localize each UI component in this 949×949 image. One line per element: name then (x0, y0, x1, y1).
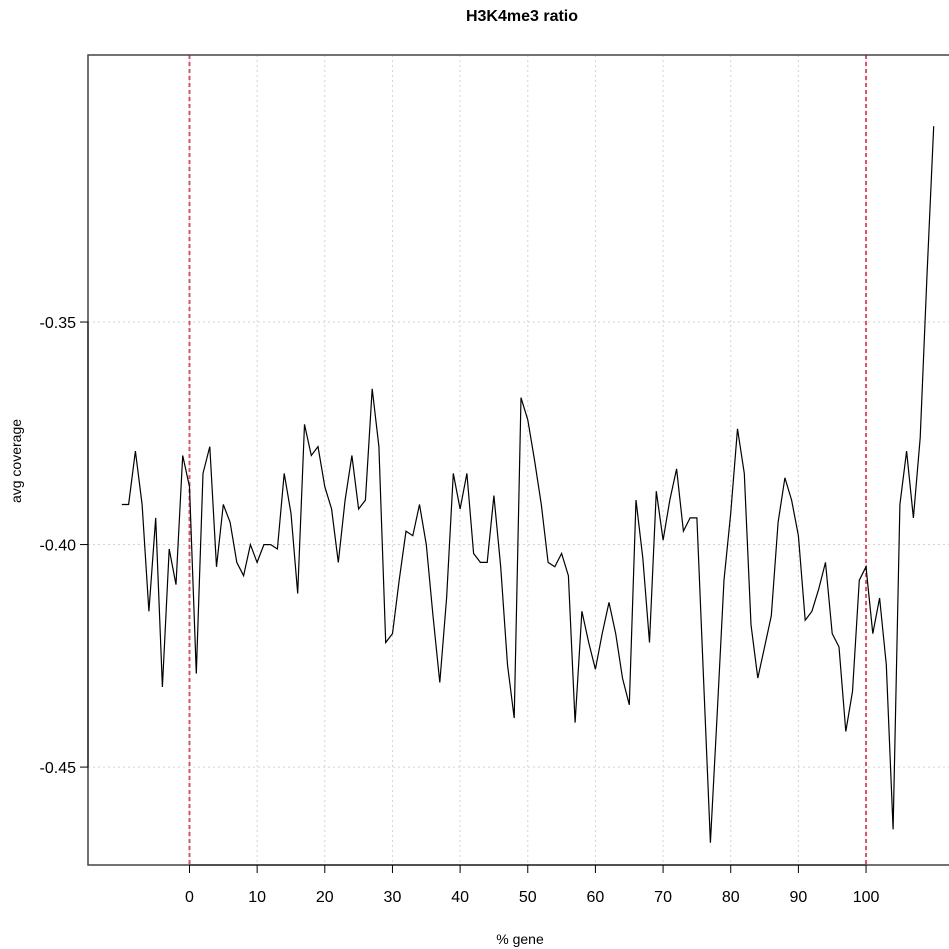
x-tick-label: 30 (384, 889, 402, 906)
x-axis-label: % gene (496, 931, 544, 947)
x-tick-label: 10 (248, 889, 266, 906)
x-tick-label: 70 (654, 889, 672, 906)
y-axis: -0.45 -0.40 -0.35 (40, 315, 89, 777)
y-tick-label: -0.45 (40, 760, 77, 777)
series-line (121, 126, 935, 843)
x-tick-label: 60 (587, 889, 605, 906)
grid (88, 55, 949, 865)
chart-title: H3K4me3 ratio (466, 8, 578, 25)
x-tick-label: 40 (451, 889, 469, 906)
x-tick-label: 20 (316, 889, 334, 906)
y-axis-label: avg coverage (8, 419, 24, 503)
x-tick-label: 80 (722, 889, 740, 906)
x-tick-label: 100 (853, 889, 880, 906)
y-tick-label: -0.40 (40, 538, 77, 555)
plot-box (87, 54, 949, 866)
x-tick-label: 90 (789, 889, 807, 906)
x-axis: 0 10 20 30 40 50 60 70 80 90 100 (185, 864, 880, 906)
y-tick-label: -0.35 (40, 315, 77, 332)
x-tick-label: 50 (519, 889, 537, 906)
vertical-markers (188, 55, 868, 865)
x-tick-label: 0 (185, 889, 194, 906)
